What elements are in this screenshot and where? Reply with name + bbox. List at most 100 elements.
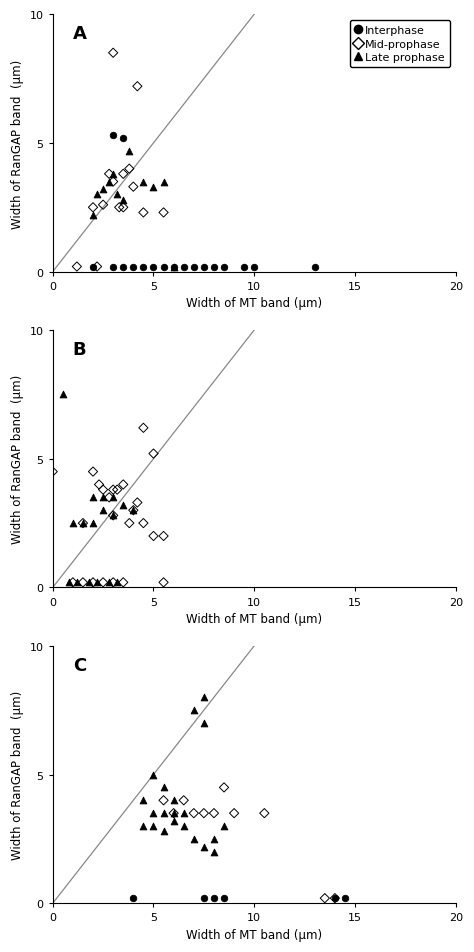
Point bbox=[180, 793, 188, 808]
Point bbox=[134, 80, 141, 95]
Point bbox=[89, 208, 97, 224]
Point bbox=[109, 167, 117, 182]
Point bbox=[109, 575, 117, 590]
Point bbox=[65, 575, 73, 590]
Point bbox=[200, 805, 208, 821]
Y-axis label: Width of RanGAP band  (μm): Width of RanGAP band (μm) bbox=[11, 59, 24, 228]
Point bbox=[160, 823, 167, 839]
Point bbox=[170, 793, 177, 808]
Point bbox=[93, 188, 101, 203]
Point bbox=[109, 483, 117, 498]
Point bbox=[99, 490, 107, 506]
Point bbox=[170, 813, 177, 828]
Point bbox=[190, 703, 198, 718]
Point bbox=[119, 201, 127, 216]
Point bbox=[79, 575, 87, 590]
Point bbox=[99, 183, 107, 198]
Point bbox=[89, 465, 97, 480]
Point bbox=[341, 890, 349, 905]
Point bbox=[230, 805, 238, 821]
Point bbox=[180, 260, 188, 275]
Point bbox=[113, 483, 121, 498]
Point bbox=[109, 175, 117, 190]
Point bbox=[140, 421, 147, 436]
Point bbox=[160, 260, 167, 275]
Point bbox=[99, 575, 107, 590]
Point bbox=[200, 716, 208, 731]
Point bbox=[79, 516, 87, 531]
Point bbox=[170, 805, 177, 821]
Point bbox=[220, 819, 228, 834]
Text: A: A bbox=[73, 26, 87, 44]
Point bbox=[170, 805, 177, 821]
Point bbox=[140, 516, 147, 531]
Point bbox=[119, 192, 127, 208]
Point bbox=[160, 780, 167, 795]
Point bbox=[59, 387, 66, 403]
Point bbox=[89, 260, 97, 275]
Point bbox=[69, 575, 77, 590]
Point bbox=[116, 201, 123, 216]
Point bbox=[73, 260, 81, 275]
Point bbox=[210, 805, 218, 821]
Point bbox=[99, 483, 107, 498]
Point bbox=[190, 831, 198, 846]
Point bbox=[180, 819, 188, 834]
Point bbox=[109, 129, 117, 144]
Point bbox=[79, 516, 87, 531]
Point bbox=[261, 805, 268, 821]
Point bbox=[126, 516, 133, 531]
Point bbox=[331, 890, 339, 905]
Point bbox=[150, 446, 157, 462]
Point bbox=[105, 490, 113, 506]
Point bbox=[129, 503, 137, 518]
Point bbox=[170, 260, 177, 275]
Point bbox=[105, 575, 113, 590]
Point bbox=[220, 890, 228, 905]
Point bbox=[93, 260, 101, 275]
Point bbox=[180, 805, 188, 821]
Y-axis label: Width of RanGAP band  (μm): Width of RanGAP band (μm) bbox=[11, 375, 24, 544]
Point bbox=[85, 575, 93, 590]
Point bbox=[160, 793, 167, 808]
Point bbox=[250, 260, 258, 275]
Point bbox=[170, 260, 177, 275]
Point bbox=[200, 690, 208, 705]
Point bbox=[321, 890, 328, 905]
X-axis label: Width of MT band (μm): Width of MT band (μm) bbox=[186, 612, 322, 625]
Point bbox=[109, 508, 117, 524]
Point bbox=[89, 201, 97, 216]
Text: C: C bbox=[73, 656, 86, 674]
Point bbox=[89, 575, 97, 590]
Point bbox=[113, 188, 121, 203]
Point bbox=[119, 260, 127, 275]
Point bbox=[109, 490, 117, 506]
Point bbox=[49, 465, 56, 480]
Point bbox=[160, 206, 167, 221]
Point bbox=[140, 819, 147, 834]
Point bbox=[129, 890, 137, 905]
Point bbox=[240, 260, 248, 275]
Point bbox=[129, 503, 137, 518]
Point bbox=[210, 844, 218, 860]
Point bbox=[160, 528, 167, 544]
Point bbox=[200, 839, 208, 854]
Y-axis label: Width of RanGAP band  (μm): Width of RanGAP band (μm) bbox=[11, 690, 24, 860]
Point bbox=[129, 260, 137, 275]
Point bbox=[210, 890, 218, 905]
Point bbox=[311, 260, 319, 275]
Point bbox=[140, 793, 147, 808]
Point bbox=[140, 175, 147, 190]
X-axis label: Width of MT band (μm): Width of MT band (μm) bbox=[186, 297, 322, 310]
Point bbox=[210, 831, 218, 846]
Text: B: B bbox=[73, 341, 86, 359]
Point bbox=[126, 162, 133, 177]
Point bbox=[220, 780, 228, 795]
Legend: Interphase, Mid-prophase, Late prophase: Interphase, Mid-prophase, Late prophase bbox=[349, 21, 450, 69]
Point bbox=[210, 260, 218, 275]
Point bbox=[220, 260, 228, 275]
X-axis label: Width of MT band (μm): Width of MT band (μm) bbox=[186, 928, 322, 941]
Point bbox=[150, 819, 157, 834]
Point bbox=[160, 575, 167, 590]
Point bbox=[119, 477, 127, 492]
